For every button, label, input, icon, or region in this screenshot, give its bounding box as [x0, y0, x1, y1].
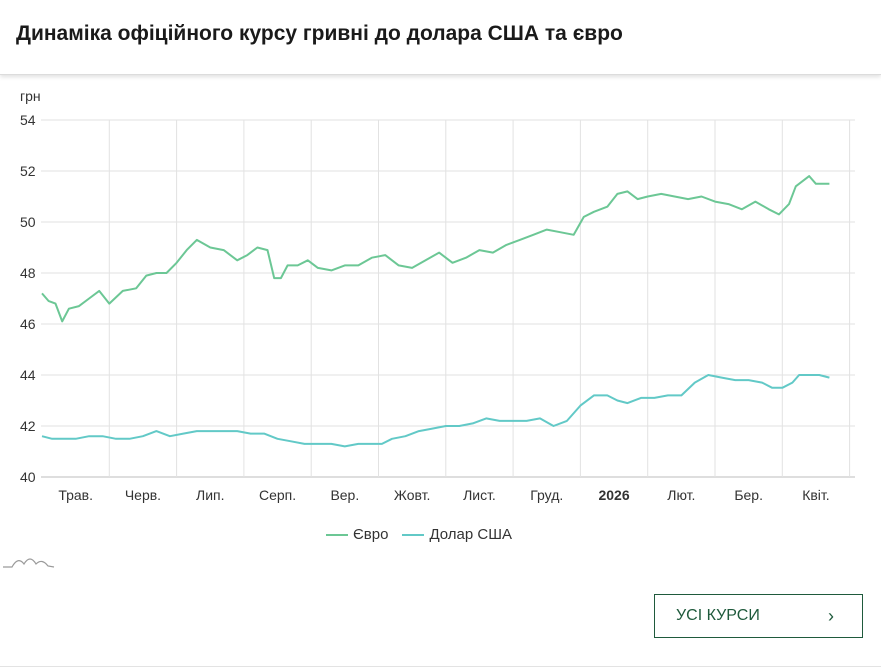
- chart-legend: Євро Долар США: [326, 526, 512, 543]
- x-tick-label: Лип.: [196, 487, 224, 503]
- series-line-euro: [41, 175, 830, 323]
- chart-grid: [41, 119, 855, 478]
- y-tick-label: 44: [20, 367, 36, 383]
- x-tick-label: Лист.: [463, 487, 496, 503]
- y-tick-label: 52: [20, 163, 36, 179]
- legend-swatch-euro: [326, 533, 348, 536]
- x-tick-label: Черв.: [125, 487, 161, 503]
- y-axis-label: грн: [20, 88, 41, 104]
- header: Динаміка офіційного курсу гривні до дола…: [0, 0, 881, 75]
- chart-series: [41, 175, 830, 448]
- y-tick-label: 46: [20, 316, 36, 332]
- legend-item-euro[interactable]: Євро: [326, 526, 388, 543]
- series-line-usd: [41, 374, 830, 448]
- x-tick-label: Лют.: [667, 487, 695, 503]
- x-tick-label: Вер.: [330, 487, 359, 503]
- y-axis-ticks: 40 42 44 46 48 50 52 54: [20, 112, 36, 485]
- x-tick-label: Бер.: [734, 487, 763, 503]
- legend-item-usd[interactable]: Долар США: [402, 526, 512, 543]
- x-tick-label: Квіт.: [802, 487, 829, 503]
- y-tick-label: 54: [20, 112, 36, 128]
- y-tick-label: 40: [20, 469, 36, 485]
- y-tick-label: 50: [20, 214, 36, 230]
- y-tick-label: 48: [20, 265, 36, 281]
- all-rates-button-label: УСІ КУРСИ: [676, 607, 760, 624]
- legend-label-euro: Євро: [353, 526, 389, 543]
- x-tick-label: Трав.: [58, 487, 93, 503]
- footer-divider: [0, 666, 881, 667]
- x-tick-label: 2026: [598, 487, 629, 503]
- x-tick-label: Груд.: [530, 487, 563, 503]
- x-axis-ticks: Трав. Черв. Лип. Серп. Вер. Жовт. Лист. Груд. 20…: [58, 487, 829, 503]
- chevron-right-icon: ›: [828, 605, 834, 626]
- x-tick-label: Жовт.: [394, 487, 430, 503]
- y-tick-label: 42: [20, 418, 36, 434]
- page-title: Динаміка офіційного курсу гривні до дола…: [16, 22, 623, 45]
- legend-swatch-usd: [402, 533, 425, 536]
- line-chart: грн 40 42 44 46 48 50 52 54 Трав. Черв. Лип. Серп.…: [20, 88, 855, 503]
- all-rates-button[interactable]: УСІ КУРСИ ›: [654, 594, 863, 638]
- x-tick-label: Серп.: [259, 487, 296, 503]
- logo-mountains-icon: [3, 558, 55, 568]
- legend-label-usd: Долар США: [429, 526, 512, 543]
